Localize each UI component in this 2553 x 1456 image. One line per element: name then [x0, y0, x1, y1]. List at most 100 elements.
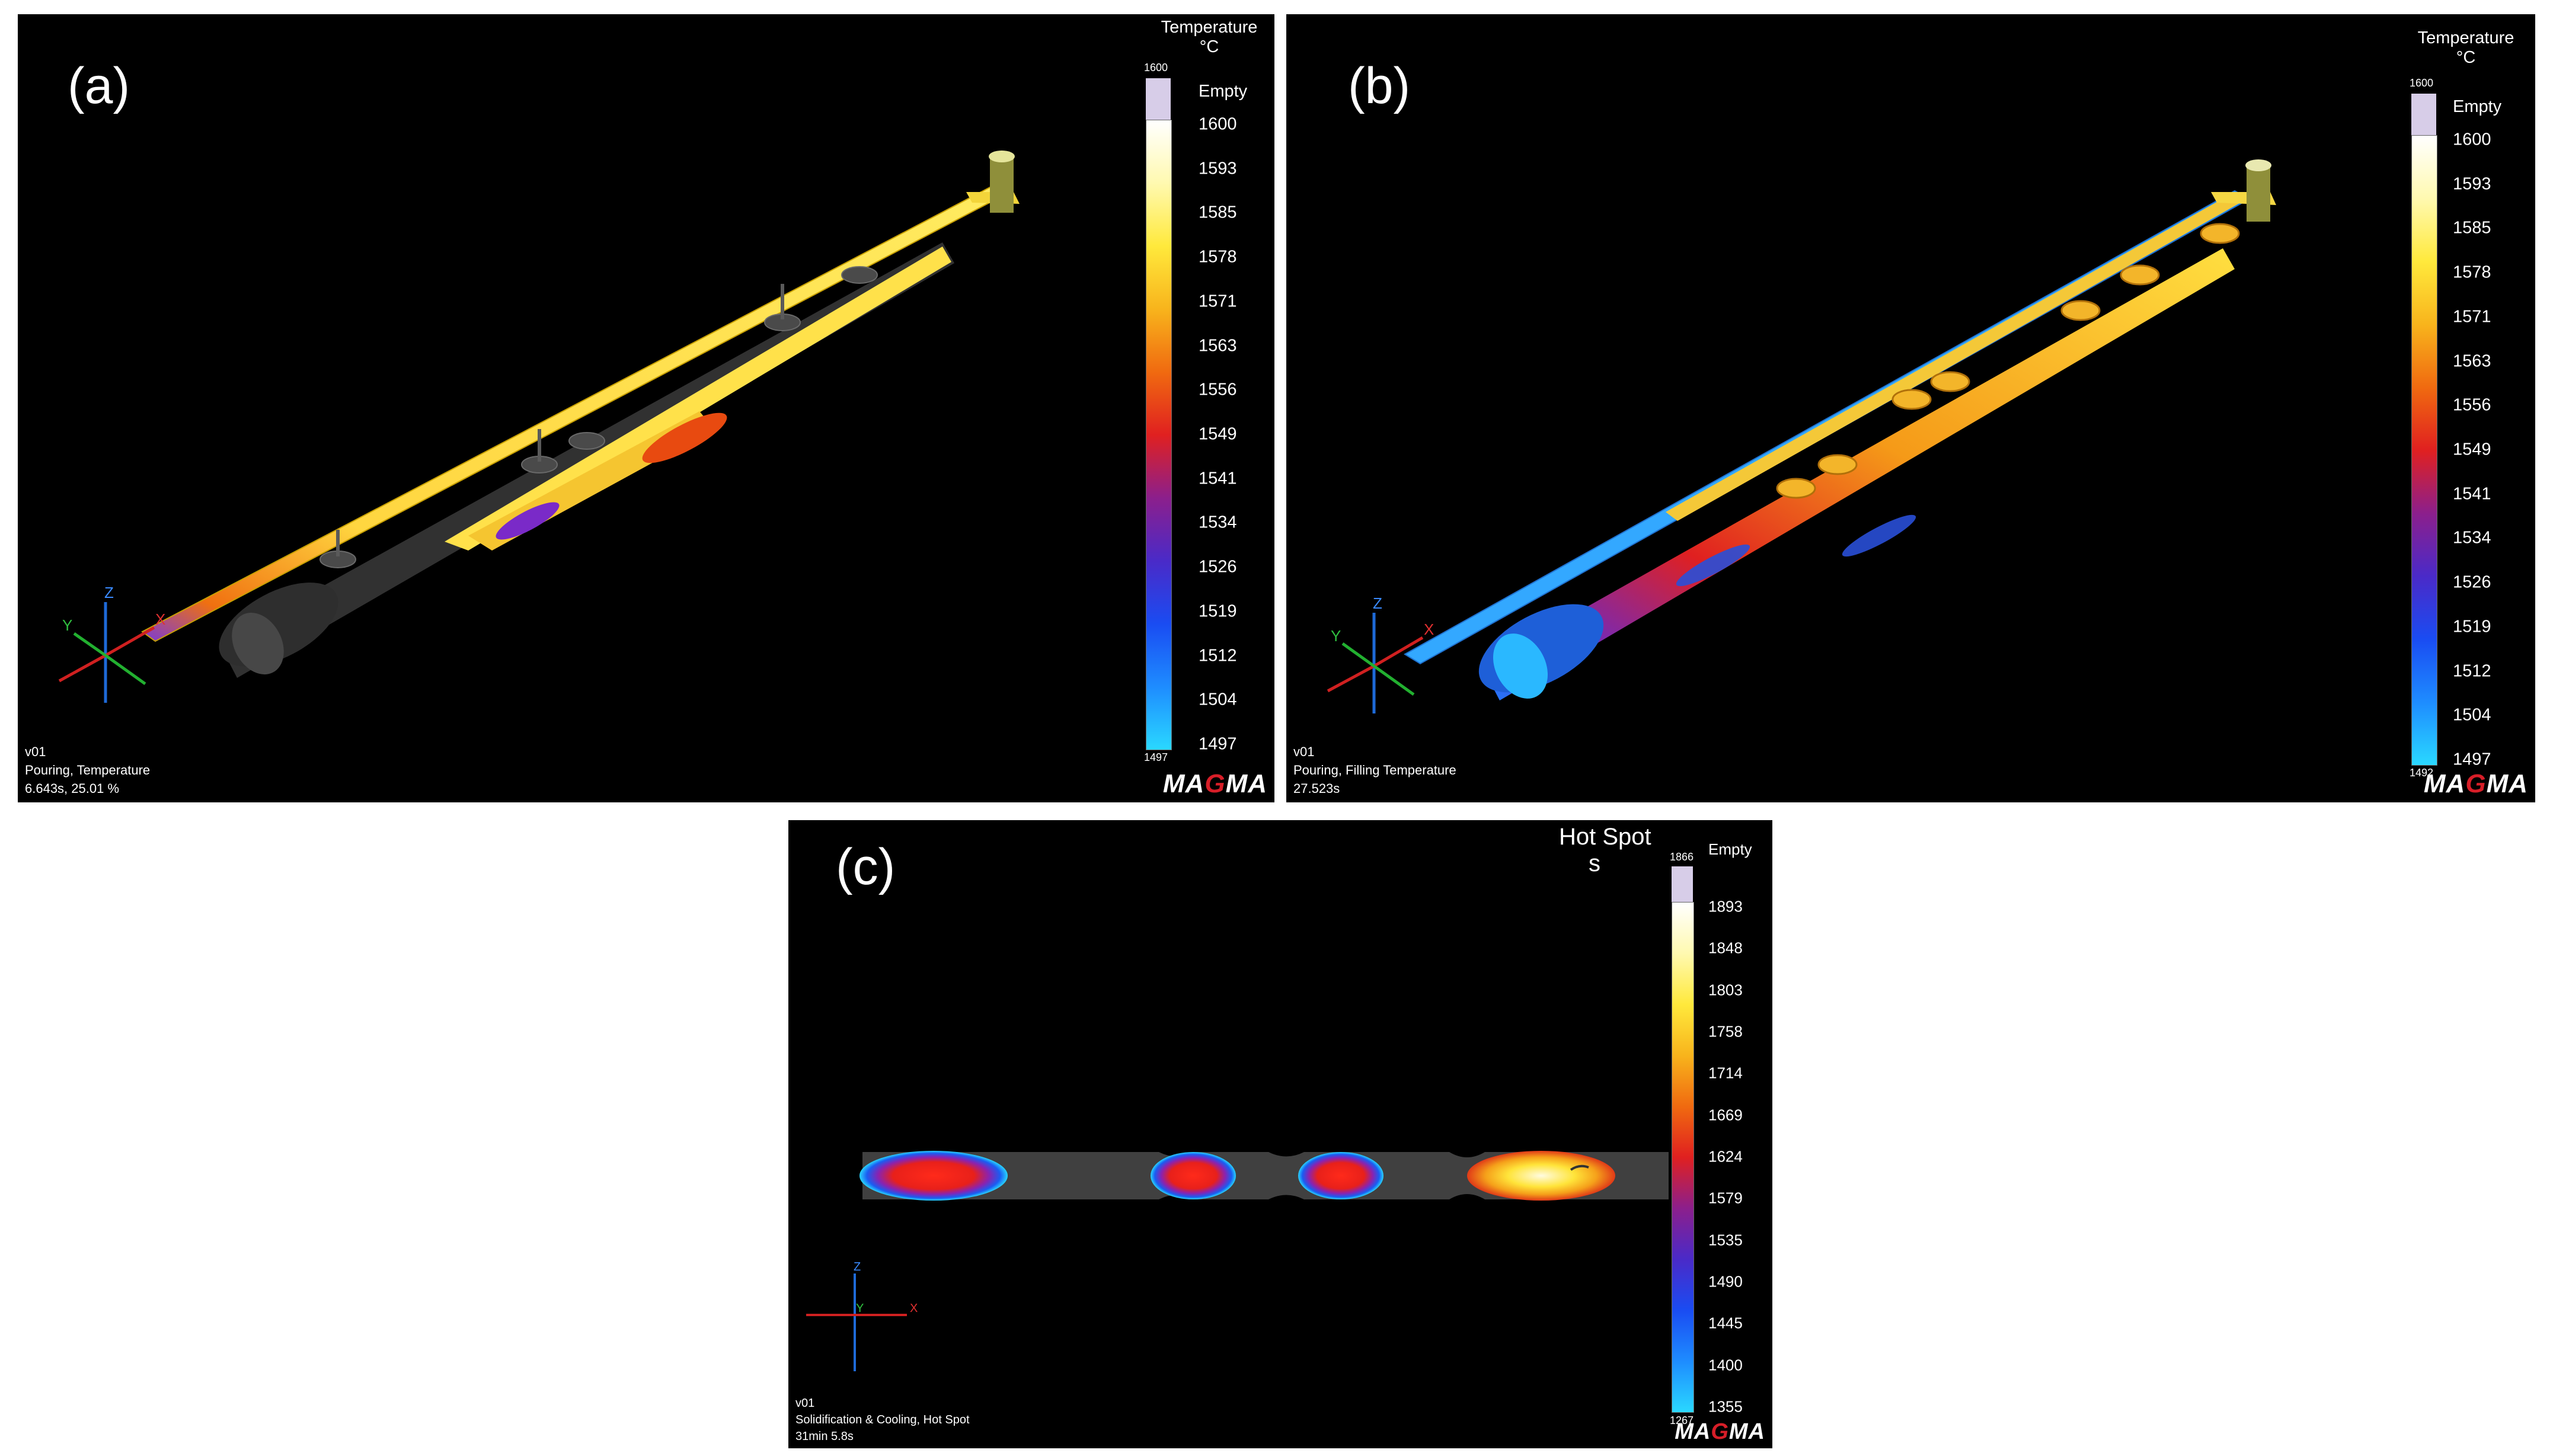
legend-tick-label: 1593 — [2453, 174, 2491, 194]
legend-tick-label: 1490 — [1708, 1272, 1743, 1291]
legend-tick-label: 1578 — [2453, 263, 2491, 282]
axis-label-y: Y — [1331, 627, 1341, 645]
legend-tick-label: 1504 — [2453, 705, 2491, 725]
legend-tick-label: 1519 — [2453, 617, 2491, 636]
legend-tick-label: 1549 — [1199, 424, 1237, 444]
hot-spot-4 — [1467, 1151, 1615, 1201]
legend-tick-label: 1579 — [1708, 1189, 1743, 1207]
legend-tick-label: 1578 — [1199, 247, 1237, 267]
legend-tick-label: 1497 — [2453, 750, 2491, 769]
info-process: Pouring, Temperature — [25, 763, 151, 777]
legend-tick-label: 1519 — [1199, 601, 1237, 621]
axis-label-z: Z — [854, 1260, 861, 1273]
legend-tick-label: 1541 — [1199, 469, 1237, 488]
panel-b-filling-temperature: Z X Y (b) Temperature °C 1600 Empty 1492… — [1286, 14, 2535, 802]
legend-title-unit: °C — [1199, 37, 1219, 56]
axis-label-z: Z — [104, 584, 114, 601]
legend-empty-label: Empty — [1708, 840, 1752, 858]
legend-tick-label: 1585 — [1199, 203, 1237, 222]
casting-body — [1482, 248, 2235, 700]
legend-tick-label: 1535 — [1708, 1231, 1743, 1249]
legend-tick-label: 1534 — [2453, 528, 2491, 548]
info-block: v01 Pouring, Filling Temperature 27.523s — [1293, 743, 1456, 798]
legend-tick-label: 1571 — [1199, 292, 1237, 311]
legend-tick-label: 1714 — [1708, 1064, 1743, 1082]
legend-empty-swatch — [2411, 94, 2436, 135]
legend-empty-swatch — [1672, 866, 1693, 902]
color-scale-bar — [2411, 135, 2437, 766]
legend-tick-label: 1556 — [2453, 395, 2491, 415]
info-time: 6.643s, 25.01 % — [25, 781, 120, 796]
legend-tick-label: 1512 — [2453, 661, 2491, 681]
axis-label-z: Z — [1373, 594, 1382, 612]
legend-title-unit: s — [1589, 850, 1600, 876]
legend-tick-label: 1504 — [1199, 690, 1237, 709]
legend-tick-label: 1526 — [2453, 572, 2491, 592]
axis-label-x: X — [910, 1302, 918, 1315]
magma-logo: MAGMA — [2423, 769, 2528, 798]
info-version: v01 — [25, 744, 46, 759]
panel-c-hot-spot: Z X Y (c) Hot Spot s 1866 Empty 1267 189… — [788, 820, 1772, 1448]
panel-label: (a) — [68, 57, 130, 114]
legend-tick-label: 1669 — [1708, 1106, 1743, 1124]
info-time: 31min 5.8s — [795, 1430, 854, 1443]
legend-tick-label: 1534 — [1199, 513, 1237, 532]
panel-label: (c) — [836, 839, 896, 895]
axis-label-x: X — [1424, 620, 1434, 638]
legend-tick-label: 1563 — [2453, 351, 2491, 371]
legend-tick-label: 1848 — [1708, 939, 1743, 957]
legend-tick-label: 1497 — [1199, 734, 1237, 754]
info-block: v01 Solidification & Cooling, Hot Spot 3… — [795, 1395, 970, 1445]
casting-side-view-c: Z X Y — [806, 1151, 1669, 1371]
axis-label-y: Y — [62, 616, 72, 634]
legend-tick-label: 1571 — [2453, 307, 2491, 327]
legend-title-quantity: Hot Spot — [1559, 824, 1651, 850]
runner-bar — [141, 186, 1004, 642]
legend-max-value: 1600 — [2410, 77, 2434, 89]
hot-spot-2 — [1151, 1152, 1236, 1199]
legend-tick-label: 1593 — [1199, 159, 1237, 178]
legend-title-quantity: Temperature — [1161, 18, 1258, 37]
sprue — [2247, 165, 2270, 222]
legend-tick-label: 1624 — [1708, 1147, 1743, 1166]
color-scale-bar — [1672, 902, 1694, 1413]
axis-triad — [806, 1273, 907, 1371]
legend-tick-label: 1585 — [2453, 218, 2491, 238]
casting-3d-view-b: Z X Y — [1327, 159, 2276, 713]
legend-empty-label: Empty — [2453, 97, 2502, 116]
legend-tick-label: 1563 — [1199, 336, 1237, 356]
legend-tick-label: 1400 — [1708, 1356, 1743, 1374]
legend-tick-label: 1445 — [1708, 1314, 1743, 1332]
legend-max-value: 1866 — [1670, 851, 1694, 863]
legend-tick-label: 1893 — [1708, 897, 1743, 916]
info-version: v01 — [1293, 744, 1315, 759]
axis-label-x: X — [155, 610, 165, 628]
legend-min-value: 1267 — [1670, 1415, 1694, 1426]
axis-triad — [58, 602, 155, 703]
legend-tick-label: 1600 — [2453, 130, 2491, 149]
legend-tick-label: 1355 — [1708, 1397, 1743, 1416]
legend-empty-swatch — [1146, 78, 1171, 120]
casting-section — [862, 1152, 1669, 1199]
hot-spot-1 — [859, 1151, 1008, 1201]
legend-empty-label: Empty — [1199, 82, 1248, 101]
panel-a-pouring-temperature: Z X Y (a) Temperature °C 1600 Empty 1497… — [18, 14, 1274, 802]
legend-title: Temperature °C — [1144, 18, 1274, 57]
legend-tick-label: 1556 — [1199, 380, 1237, 399]
legend-title-unit: °C — [2456, 48, 2476, 67]
legend-tick-label: 1758 — [1708, 1022, 1743, 1041]
casting-3d-view-a: Z X Y — [58, 151, 1020, 703]
axis-triad — [1327, 613, 1424, 713]
legend-tick-label: 1549 — [2453, 440, 2491, 459]
sprue — [990, 156, 1014, 213]
legend-tick-label: 1512 — [1199, 646, 1237, 665]
legend-max-value: 1600 — [1144, 62, 1168, 73]
legend-min-value: 1492 — [2410, 767, 2434, 779]
info-time: 27.523s — [1293, 781, 1340, 796]
legend-tick-label: 1526 — [1199, 557, 1237, 577]
magma-logo: MAGMA — [1675, 1419, 1765, 1444]
legend-title: Hot Spot s — [1559, 824, 1651, 877]
info-process: Pouring, Filling Temperature — [1293, 763, 1456, 777]
panel-label: (b) — [1348, 57, 1411, 114]
legend-title-quantity: Temperature — [2417, 28, 2514, 47]
